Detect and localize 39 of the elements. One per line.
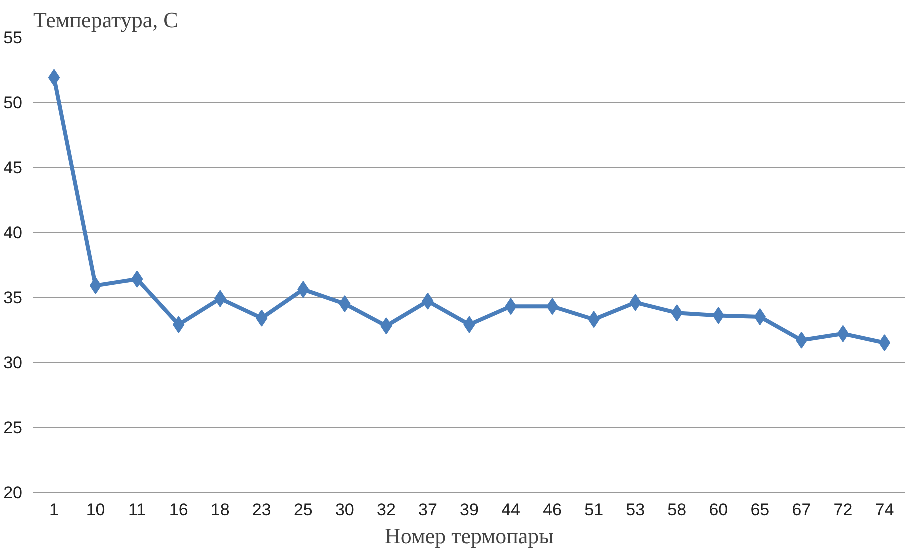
x-tick-label: 18 — [210, 500, 230, 520]
x-tick-label: 72 — [834, 500, 853, 520]
x-tick-label: 32 — [377, 500, 396, 520]
y-axis-title: Температура, С — [34, 8, 178, 32]
x-tick-label: 30 — [335, 500, 354, 520]
x-tick-label: 60 — [709, 500, 728, 520]
y-tick-label: 40 — [4, 224, 23, 242]
point — [131, 270, 144, 288]
y-tick-label: 20 — [4, 484, 23, 502]
point — [90, 277, 102, 294]
x-axis-title: Номер термопары — [385, 524, 554, 548]
y-tick-label: 50 — [4, 94, 23, 112]
x-tick-label: 51 — [584, 500, 604, 520]
y-tick-label: 25 — [4, 418, 23, 438]
x-tick-label: 39 — [460, 500, 479, 520]
point — [796, 332, 808, 349]
x-tick-label: 67 — [792, 500, 812, 520]
x-tick-label: 65 — [750, 500, 770, 520]
x-tick-label: 53 — [626, 500, 646, 520]
point — [878, 334, 891, 352]
point — [837, 325, 850, 342]
x-tick-label: 23 — [252, 500, 272, 520]
x-tick-label: 10 — [86, 500, 106, 520]
y-tick-label: 30 — [4, 354, 23, 372]
y-tick-label: 35 — [4, 288, 23, 308]
x-tick-label: 11 — [128, 500, 146, 520]
y-tick-label: 45 — [4, 158, 23, 178]
x-tick-label: 25 — [294, 500, 313, 520]
x-tick-label: 16 — [169, 500, 188, 520]
x-tick-label: 1 — [50, 500, 60, 520]
x-tick-label: 44 — [502, 500, 520, 520]
point — [339, 296, 351, 312]
point — [754, 308, 766, 326]
x-tick-label: 74 — [875, 500, 894, 520]
point — [48, 69, 60, 86]
x-tick-label: 37 — [418, 500, 438, 520]
x-tick-label: 46 — [543, 500, 562, 520]
x-tick-label: 58 — [668, 500, 687, 520]
y-tick-label: 55 — [4, 28, 23, 48]
